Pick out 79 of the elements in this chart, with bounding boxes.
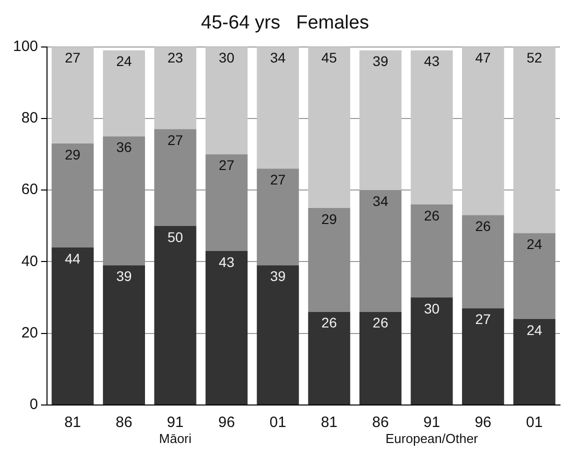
text: Māori — [159, 431, 192, 446]
data-label: 29 — [64, 146, 81, 162]
x-tick-label: 01 — [526, 414, 543, 432]
data-label: 30 — [218, 50, 235, 66]
data-label: 47 — [475, 50, 492, 66]
bar — [308, 208, 350, 312]
bar — [102, 50, 146, 136]
bar — [462, 308, 504, 404]
data-label: 27 — [167, 132, 184, 148]
data-label: 26 — [372, 314, 388, 331]
chart-title: 45-64 yrs Females — [201, 12, 369, 34]
bar — [102, 265, 146, 404]
bar — [462, 215, 504, 308]
data-label: 27 — [218, 157, 235, 174]
x-tick-label: 86 — [372, 414, 389, 432]
bar — [462, 46, 504, 216]
data-label: 30 — [424, 300, 440, 316]
bar — [206, 154, 248, 251]
bar — [308, 46, 350, 208]
y-tick-label: 0 — [30, 396, 38, 414]
data-label: 23 — [167, 50, 184, 66]
bar — [52, 144, 94, 248]
x-tick-label: 91 — [166, 414, 184, 432]
data-label: 50 — [167, 228, 184, 245]
y-tick-label: 100 — [12, 38, 38, 55]
data-label: 27 — [64, 50, 81, 66]
bar — [308, 312, 350, 404]
data-label: 39 — [270, 268, 286, 284]
x-tick-label: 96 — [218, 414, 235, 432]
data-label: 26 — [424, 207, 440, 224]
data-label: 24 — [526, 236, 542, 252]
data-label: 24 — [116, 53, 132, 70]
bar — [206, 46, 248, 154]
data-label: 44 — [64, 250, 81, 266]
bar — [154, 46, 196, 130]
data-label: 29 — [321, 210, 338, 227]
data-label: 52 — [526, 50, 542, 66]
bar — [256, 46, 299, 169]
x-tick-label: 96 — [474, 414, 492, 432]
y-tick-label: 20 — [21, 324, 38, 342]
x-tick-label: 01 — [270, 414, 286, 432]
bar — [410, 204, 453, 298]
data-label: 26 — [321, 314, 338, 331]
bar — [359, 190, 402, 312]
bar — [52, 247, 94, 404]
bar — [410, 298, 453, 404]
bar — [513, 46, 556, 234]
data-label: 39 — [116, 268, 132, 284]
data-label: 34 — [270, 50, 286, 66]
text: European/Other — [386, 431, 479, 446]
bar — [154, 129, 196, 226]
x-tick-label: 81 — [64, 414, 82, 432]
x-tick-label: 81 — [320, 414, 338, 432]
data-label: 43 — [218, 254, 235, 270]
data-label: 27 — [270, 171, 286, 188]
bar — [410, 50, 453, 204]
bar — [206, 250, 248, 404]
bar — [359, 312, 402, 404]
bar — [256, 168, 299, 266]
data-label: 43 — [424, 53, 440, 70]
x-tick-label: 86 — [116, 414, 132, 432]
bar — [359, 50, 402, 190]
data-label: 45 — [321, 50, 338, 66]
x-tick-label: 91 — [423, 414, 440, 432]
data-label: 24 — [526, 322, 542, 338]
bar — [102, 136, 146, 266]
bar — [52, 46, 94, 144]
data-label: 36 — [116, 139, 132, 156]
y-tick-label: 80 — [21, 110, 38, 127]
bar — [154, 226, 196, 404]
bar — [513, 233, 556, 320]
bar — [256, 265, 299, 404]
y-tick-label: 40 — [21, 252, 38, 270]
data-label: 27 — [475, 311, 492, 328]
data-label: 26 — [475, 218, 492, 234]
y-tick-label: 60 — [21, 181, 38, 198]
data-label: 34 — [372, 192, 388, 209]
bar — [513, 319, 556, 404]
data-label: 39 — [372, 53, 388, 70]
